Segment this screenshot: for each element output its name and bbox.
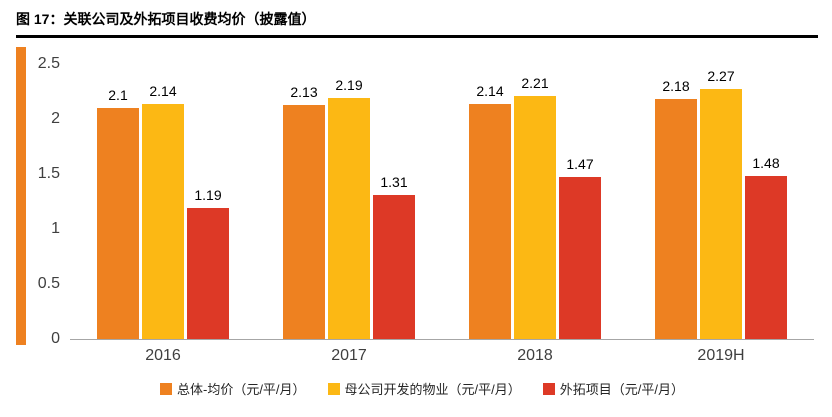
bar: 2.14	[142, 83, 184, 339]
bar: 1.31	[373, 174, 415, 339]
y-axis: 0 0.5 1 1.5 2 2.5	[30, 55, 70, 347]
chart-title: 图 17：关联公司及外拓项目收费均价（披露值）	[16, 11, 316, 27]
y-tick-label: 1	[51, 220, 60, 237]
y-tick-label: 2	[51, 110, 60, 127]
y-tick-label: 0	[51, 330, 60, 347]
legend-swatch-icon	[542, 382, 555, 395]
value-label: 2.19	[335, 77, 363, 94]
legend-label: 外拓项目（元/平/月）	[559, 382, 685, 397]
chart-area: 0 0.5 1 1.5 2 2.5 2.1 2.14 1.19 2.13 2.19 1.31 2.14…	[30, 55, 814, 398]
bar: 1.48	[745, 155, 787, 339]
value-label: 2.1	[108, 87, 128, 103]
y-tick-label: 2.5	[37, 55, 60, 72]
value-label: 2.13	[290, 83, 318, 100]
value-label: 1.19	[194, 187, 222, 204]
bar: 1.47	[559, 156, 601, 339]
value-label: 2.14	[149, 82, 177, 99]
legend-swatch-icon	[159, 382, 172, 395]
bar: 2.14	[469, 83, 511, 339]
legend-swatch-icon	[327, 382, 340, 395]
legend: 总体-均价（元/平/月） 母公司开发的物业（元/平/月） 外拓项目（元/平/月）	[30, 379, 814, 398]
x-tick-label: 2016	[145, 347, 181, 364]
bar-group: 2.13 2.19 1.31	[256, 77, 442, 339]
value-label: 2.27	[707, 68, 735, 85]
x-axis: 2016 2017 2018 2019H	[70, 340, 814, 365]
chart-header: 图 17：关联公司及外拓项目收费均价（披露值）	[16, 0, 818, 38]
x-tick-label: 2018	[517, 347, 553, 364]
bar: 2.1	[97, 87, 139, 339]
value-label: 1.47	[566, 156, 594, 173]
legend-item: 母公司开发的物业（元/平/月）	[327, 379, 521, 398]
legend-item: 外拓项目（元/平/月）	[542, 379, 685, 398]
bar-group: 2.1 2.14 1.19	[70, 83, 256, 339]
x-tick-label: 2017	[331, 347, 367, 364]
bar: 1.19	[187, 187, 229, 339]
bar: 2.27	[700, 68, 742, 339]
bar: 2.13	[283, 84, 325, 339]
legend-label: 总体-均价（元/平/月）	[176, 382, 306, 397]
bar-group: 2.18 2.27 1.48	[628, 68, 814, 339]
x-tick-label: 2019H	[697, 347, 745, 364]
value-label: 2.21	[521, 74, 549, 91]
bar: 2.18	[655, 78, 697, 339]
bar: 2.19	[328, 77, 370, 339]
bar: 2.21	[514, 75, 556, 339]
y-tick-label: 0.5	[37, 275, 60, 292]
y-tick-label: 1.5	[37, 165, 60, 182]
value-label: 2.18	[662, 78, 690, 95]
legend-item: 总体-均价（元/平/月）	[159, 379, 306, 398]
value-label: 1.31	[380, 173, 408, 190]
accent-bar	[16, 47, 26, 345]
value-label: 2.14	[476, 82, 504, 99]
legend-label: 母公司开发的物业（元/平/月）	[344, 382, 521, 397]
value-label: 1.48	[752, 155, 780, 172]
plot-row: 0 0.5 1 1.5 2 2.5 2.1 2.14 1.19 2.13 2.19 1.31 2.14…	[30, 55, 814, 347]
plot-area: 2.1 2.14 1.19 2.13 2.19 1.31 2.14 2.21 1.47 2.18 2…	[70, 64, 814, 340]
bar-group: 2.14 2.21 1.47	[442, 75, 628, 339]
